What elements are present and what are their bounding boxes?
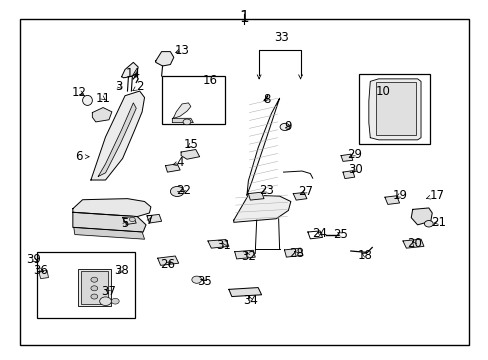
Polygon shape [410, 208, 431, 225]
Text: 19: 19 [392, 189, 407, 202]
Polygon shape [73, 199, 151, 217]
Polygon shape [340, 154, 352, 161]
Text: 10: 10 [375, 85, 390, 98]
Polygon shape [207, 239, 228, 248]
Polygon shape [92, 108, 112, 122]
Bar [375, 82, 415, 135]
Text: 38: 38 [114, 264, 129, 277]
Text: 8: 8 [262, 93, 269, 106]
Text: 20: 20 [406, 237, 421, 250]
Polygon shape [158, 256, 178, 265]
Text: 2: 2 [133, 80, 143, 93]
Text: 28: 28 [288, 247, 304, 260]
Text: 1: 1 [239, 10, 249, 24]
Text: 37: 37 [102, 285, 116, 298]
Text: 18: 18 [357, 249, 372, 262]
Polygon shape [73, 212, 146, 232]
Circle shape [111, 298, 119, 304]
Polygon shape [228, 288, 261, 297]
Polygon shape [368, 79, 420, 140]
Ellipse shape [82, 95, 92, 105]
Text: 36: 36 [33, 264, 48, 277]
Polygon shape [74, 227, 144, 239]
Text: 27: 27 [297, 185, 312, 198]
Bar [161, 76, 224, 125]
Polygon shape [39, 270, 48, 279]
Polygon shape [181, 149, 199, 159]
Polygon shape [342, 171, 354, 179]
Text: 4: 4 [173, 156, 183, 169]
Polygon shape [293, 193, 306, 200]
Text: 14: 14 [125, 67, 141, 80]
Circle shape [170, 186, 183, 197]
Polygon shape [402, 239, 423, 248]
Text: 12: 12 [71, 86, 86, 99]
Text: 17: 17 [426, 189, 444, 202]
Text: 33: 33 [273, 31, 288, 44]
Text: 22: 22 [176, 184, 191, 197]
Text: 23: 23 [259, 184, 273, 197]
Text: 26: 26 [160, 258, 175, 271]
Circle shape [100, 297, 111, 306]
Circle shape [91, 286, 98, 291]
Polygon shape [384, 196, 399, 204]
Circle shape [424, 221, 432, 227]
Text: 15: 15 [183, 138, 198, 151]
Text: 13: 13 [174, 44, 189, 57]
Polygon shape [122, 62, 138, 78]
Text: 5: 5 [121, 217, 128, 230]
Text: 35: 35 [197, 275, 211, 288]
Polygon shape [156, 51, 173, 66]
Text: 21: 21 [430, 216, 445, 229]
Text: 30: 30 [347, 163, 362, 176]
Circle shape [191, 276, 201, 283]
Text: 34: 34 [243, 294, 257, 307]
Text: 39: 39 [26, 253, 41, 266]
Circle shape [183, 119, 190, 125]
Text: 9: 9 [284, 121, 291, 134]
Polygon shape [173, 103, 190, 118]
Text: 6: 6 [75, 150, 89, 163]
Text: 31: 31 [216, 239, 231, 252]
Circle shape [91, 294, 98, 299]
Text: 25: 25 [333, 228, 348, 241]
Circle shape [129, 217, 135, 222]
Text: 29: 29 [346, 148, 361, 161]
Bar [81, 271, 108, 304]
Polygon shape [172, 118, 193, 123]
Polygon shape [233, 195, 290, 222]
Circle shape [280, 123, 289, 131]
Text: 7: 7 [145, 214, 153, 227]
Bar [37, 252, 135, 318]
Polygon shape [91, 91, 144, 180]
Polygon shape [147, 215, 161, 223]
Polygon shape [284, 248, 303, 257]
Polygon shape [122, 217, 136, 225]
Polygon shape [246, 98, 279, 195]
Polygon shape [98, 103, 136, 176]
Polygon shape [248, 192, 264, 200]
Bar [358, 74, 429, 144]
Text: 3: 3 [115, 80, 122, 93]
Text: 32: 32 [241, 249, 255, 262]
Circle shape [91, 277, 98, 282]
Text: 24: 24 [312, 227, 327, 240]
Polygon shape [165, 164, 180, 172]
Text: 11: 11 [95, 92, 110, 105]
Polygon shape [234, 250, 255, 259]
Text: 16: 16 [203, 75, 218, 87]
Bar [78, 269, 111, 306]
